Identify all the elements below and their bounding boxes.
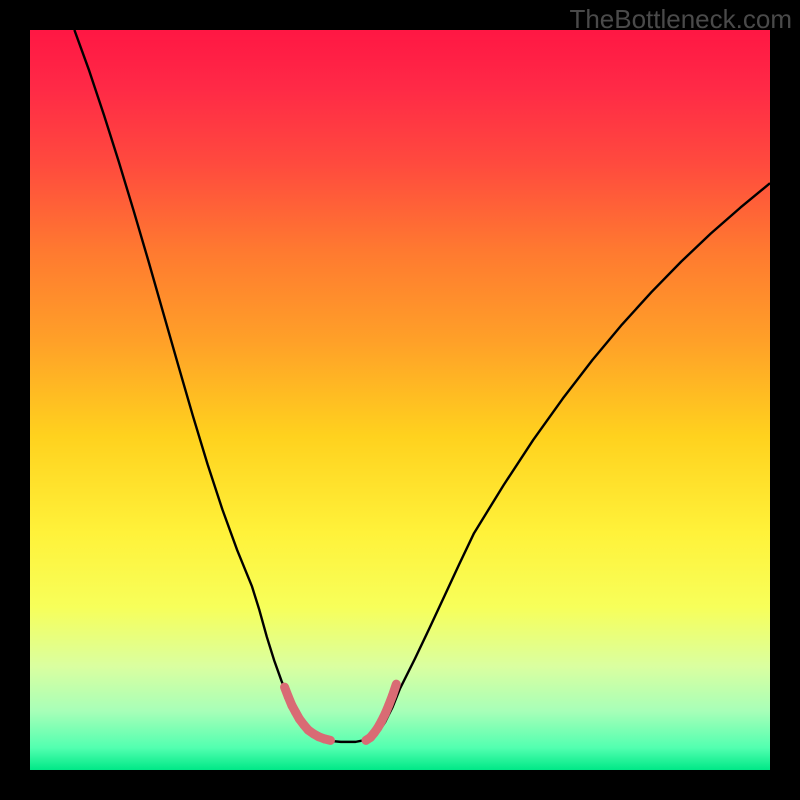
gradient-background bbox=[30, 30, 770, 770]
watermark-text: TheBottleneck.com bbox=[569, 4, 792, 35]
outer-frame: TheBottleneck.com bbox=[0, 0, 800, 800]
bottleneck-chart bbox=[30, 30, 770, 770]
